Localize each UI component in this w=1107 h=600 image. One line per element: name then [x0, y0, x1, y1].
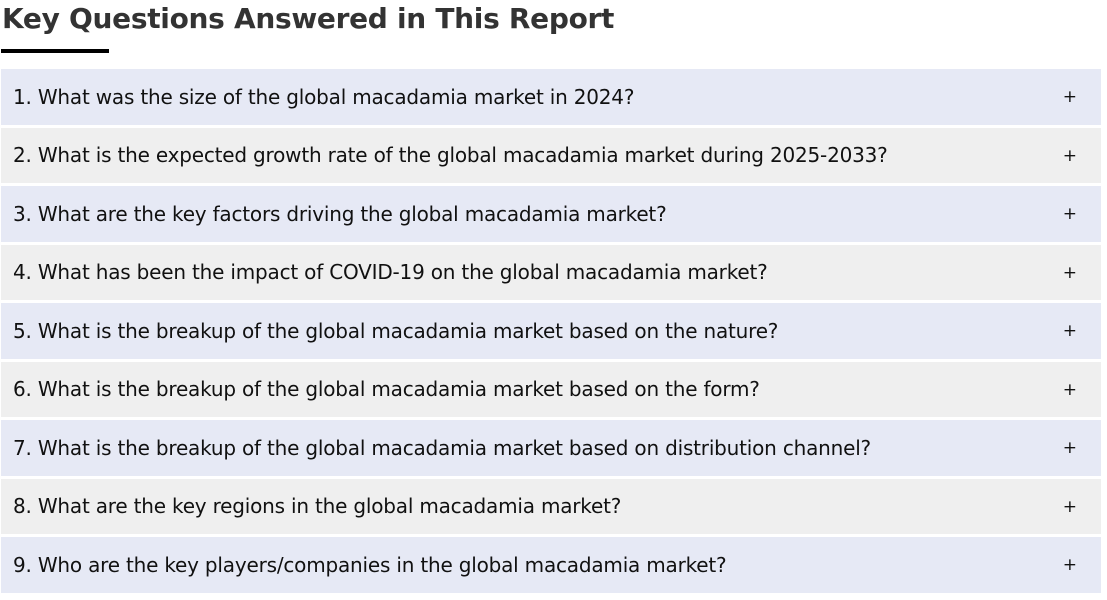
faq-item[interactable]: 4. What has been the impact of COVID-19 …	[1, 244, 1101, 300]
expand-plus-icon[interactable]: +	[1062, 321, 1077, 341]
faq-question[interactable]: 4. What has been the impact of COVID-19 …	[13, 260, 768, 285]
faq-question[interactable]: 7. What is the breakup of the global mac…	[13, 435, 871, 460]
title-underline	[1, 49, 109, 53]
faq-item[interactable]: 3. What are the key factors driving the …	[1, 186, 1101, 242]
faq-item[interactable]: 6. What is the breakup of the global mac…	[1, 361, 1101, 417]
faq-question[interactable]: 2. What is the expected growth rate of t…	[13, 143, 888, 168]
expand-plus-icon[interactable]: +	[1062, 145, 1077, 166]
section-title: Key Questions Answered in This Report	[2, 2, 615, 35]
expand-plus-icon[interactable]: +	[1062, 262, 1077, 283]
expand-plus-icon[interactable]: +	[1062, 204, 1077, 224]
expand-plus-icon[interactable]: +	[1062, 555, 1077, 575]
expand-plus-icon[interactable]: +	[1062, 379, 1077, 400]
faq-question[interactable]: 5. What is the breakup of the global mac…	[13, 318, 779, 343]
faq-item[interactable]: 2. What is the expected growth rate of t…	[1, 127, 1101, 183]
expand-plus-icon[interactable]: +	[1062, 87, 1077, 107]
faq-item[interactable]: 7. What is the breakup of the global mac…	[1, 420, 1101, 476]
faq-accordion: 1. What was the size of the global macad…	[1, 69, 1101, 596]
expand-plus-icon[interactable]: +	[1062, 496, 1077, 517]
faq-item[interactable]: 5. What is the breakup of the global mac…	[1, 303, 1101, 359]
faq-item[interactable]: 8. What are the key regions in the globa…	[1, 478, 1101, 534]
faq-question[interactable]: 3. What are the key factors driving the …	[13, 201, 667, 226]
faq-question[interactable]: 9. Who are the key players/companies in …	[13, 552, 727, 577]
faq-question[interactable]: 8. What are the key regions in the globa…	[13, 494, 622, 519]
faq-item[interactable]: 1. What was the size of the global macad…	[1, 69, 1101, 125]
faq-question[interactable]: 6. What is the breakup of the global mac…	[13, 377, 760, 402]
expand-plus-icon[interactable]: +	[1062, 438, 1077, 458]
faq-item[interactable]: 9. Who are the key players/companies in …	[1, 537, 1101, 593]
faq-question[interactable]: 1. What was the size of the global macad…	[13, 84, 635, 109]
